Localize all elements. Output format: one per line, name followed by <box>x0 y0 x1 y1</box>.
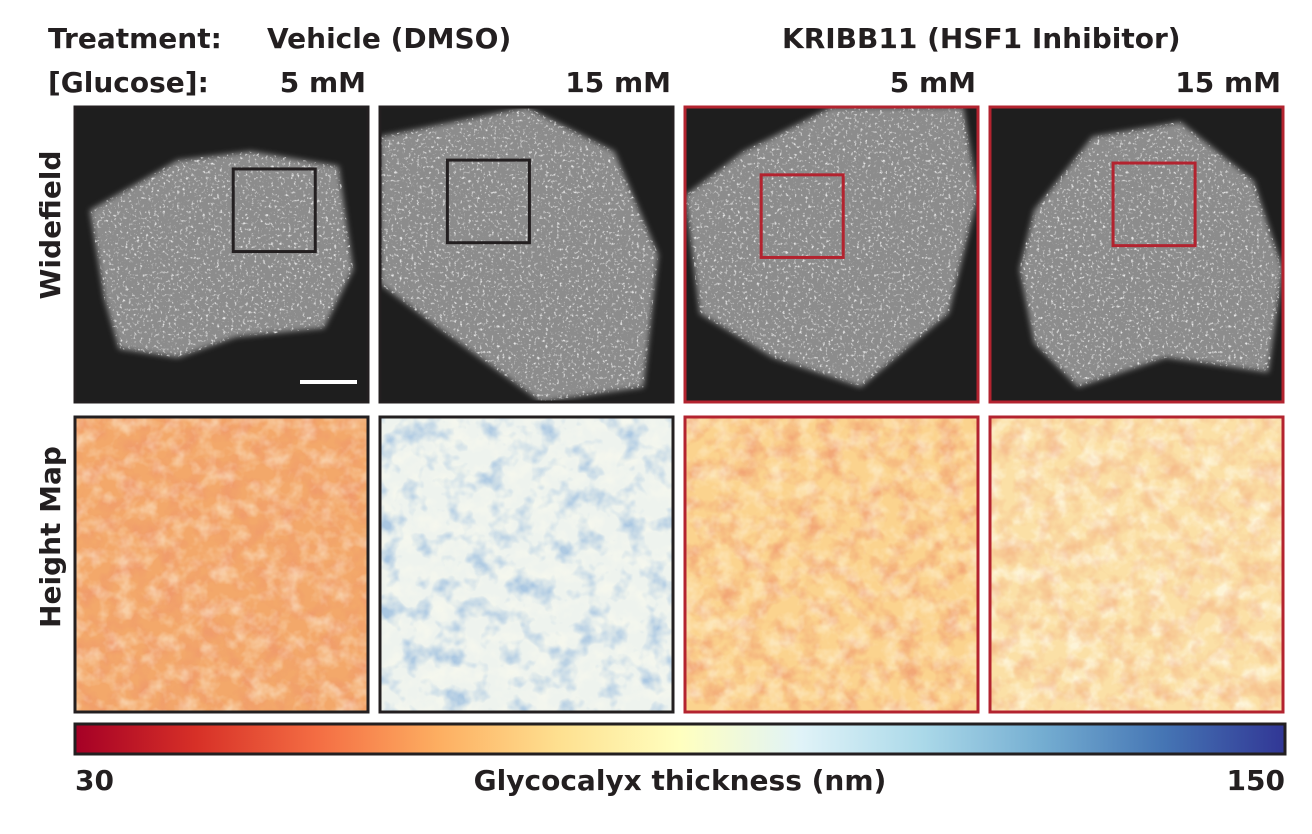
inset-box <box>231 167 317 254</box>
inset-box <box>1111 161 1197 248</box>
widefield-image <box>990 107 1283 402</box>
height-map-image <box>75 417 368 712</box>
panel-border <box>378 105 675 404</box>
panel-border <box>988 105 1285 404</box>
treatment-label: Treatment: <box>48 22 222 55</box>
panel-border <box>988 415 1285 714</box>
panel-border <box>378 415 675 714</box>
height-map-image <box>990 417 1283 712</box>
row-label: Height Map <box>34 446 67 628</box>
colorbar-label: Glycocalyx thickness (nm) <box>474 764 887 797</box>
widefield-image <box>685 107 978 402</box>
glucose-value: 5 mM <box>890 66 976 99</box>
panel-border <box>73 415 370 714</box>
glucose-value: 5 mM <box>280 66 366 99</box>
row-label: Widefield <box>34 151 67 300</box>
treatment-name: KRIBB11 (HSF1 Inhibitor) <box>782 22 1181 55</box>
panel-border <box>73 105 370 404</box>
colorbar <box>73 722 1287 756</box>
treatment-name: Vehicle (DMSO) <box>267 22 511 55</box>
height-map-image <box>380 417 673 712</box>
colorbar-min: 30 <box>75 764 114 797</box>
inset-box <box>445 158 531 245</box>
panel-border <box>683 105 980 404</box>
height-map-image <box>685 417 978 712</box>
glucose-label: [Glucose]: <box>48 66 209 99</box>
glucose-value: 15 mM <box>565 66 671 99</box>
colorbar-max: 150 <box>1227 764 1285 797</box>
glucose-value: 15 mM <box>1175 66 1281 99</box>
widefield-image <box>380 107 673 402</box>
inset-box <box>759 173 845 259</box>
panel-border <box>683 415 980 714</box>
widefield-image <box>75 107 368 402</box>
